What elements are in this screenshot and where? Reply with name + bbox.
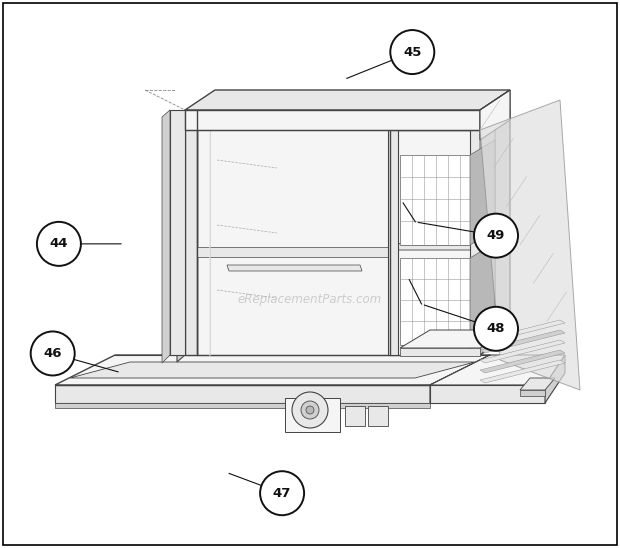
Polygon shape — [162, 110, 170, 363]
Polygon shape — [430, 355, 490, 403]
Text: 47: 47 — [273, 487, 291, 500]
Polygon shape — [480, 360, 565, 383]
Polygon shape — [470, 140, 495, 245]
Text: 45: 45 — [403, 45, 422, 59]
Polygon shape — [470, 130, 480, 355]
Polygon shape — [345, 406, 365, 426]
Polygon shape — [227, 265, 362, 271]
Polygon shape — [285, 398, 340, 432]
Polygon shape — [185, 110, 197, 355]
Polygon shape — [430, 385, 545, 403]
Polygon shape — [70, 362, 475, 378]
Polygon shape — [400, 330, 510, 348]
Polygon shape — [520, 390, 545, 396]
Circle shape — [37, 222, 81, 266]
Polygon shape — [170, 110, 185, 355]
Text: 49: 49 — [487, 229, 505, 242]
Polygon shape — [480, 320, 565, 343]
Polygon shape — [430, 355, 565, 385]
Polygon shape — [185, 90, 510, 110]
Polygon shape — [390, 230, 510, 250]
Polygon shape — [177, 110, 185, 362]
Polygon shape — [480, 110, 510, 355]
Polygon shape — [480, 90, 510, 130]
Text: 44: 44 — [50, 237, 68, 250]
Polygon shape — [55, 355, 490, 385]
Circle shape — [391, 30, 434, 74]
Polygon shape — [400, 155, 470, 245]
Polygon shape — [185, 110, 480, 130]
Polygon shape — [400, 258, 470, 345]
Text: 46: 46 — [43, 347, 62, 360]
Polygon shape — [197, 247, 390, 257]
Polygon shape — [197, 110, 390, 355]
Polygon shape — [368, 406, 388, 426]
Polygon shape — [480, 330, 565, 353]
Circle shape — [301, 401, 319, 419]
Polygon shape — [480, 90, 510, 110]
Polygon shape — [55, 403, 430, 408]
Circle shape — [474, 214, 518, 258]
Polygon shape — [400, 348, 480, 356]
Polygon shape — [470, 243, 495, 345]
Circle shape — [292, 392, 328, 428]
Polygon shape — [480, 115, 495, 355]
Polygon shape — [520, 378, 555, 390]
Polygon shape — [480, 90, 510, 140]
Polygon shape — [390, 130, 480, 355]
Circle shape — [31, 332, 74, 375]
Text: eReplacementParts.com: eReplacementParts.com — [238, 294, 382, 306]
Circle shape — [260, 471, 304, 515]
Circle shape — [474, 307, 518, 351]
Circle shape — [306, 406, 314, 414]
Polygon shape — [55, 385, 430, 403]
Polygon shape — [480, 340, 565, 363]
Polygon shape — [545, 355, 565, 403]
Polygon shape — [480, 350, 565, 373]
Polygon shape — [388, 130, 398, 355]
Text: 48: 48 — [487, 322, 505, 335]
Polygon shape — [480, 100, 580, 390]
